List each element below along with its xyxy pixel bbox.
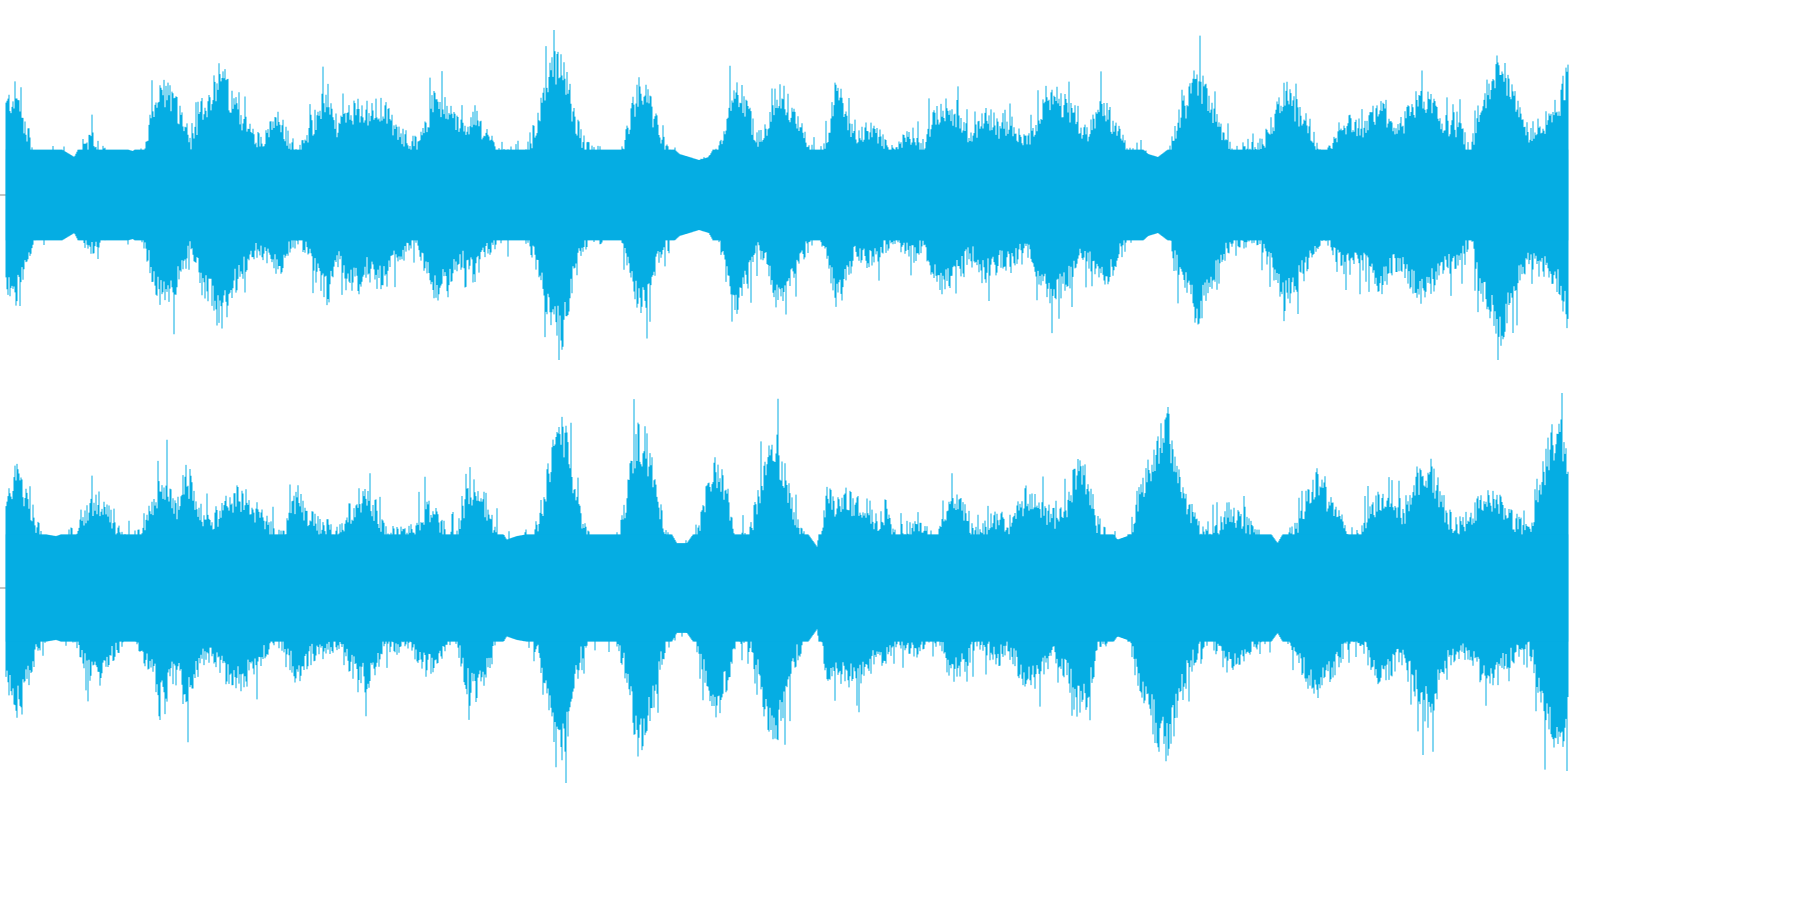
channel-2-wave-core [5, 534, 1569, 642]
channel-1-waveform [5, 30, 1569, 360]
channel-1-wave-core [5, 149, 1569, 241]
channel-2-waveform [5, 393, 1569, 783]
